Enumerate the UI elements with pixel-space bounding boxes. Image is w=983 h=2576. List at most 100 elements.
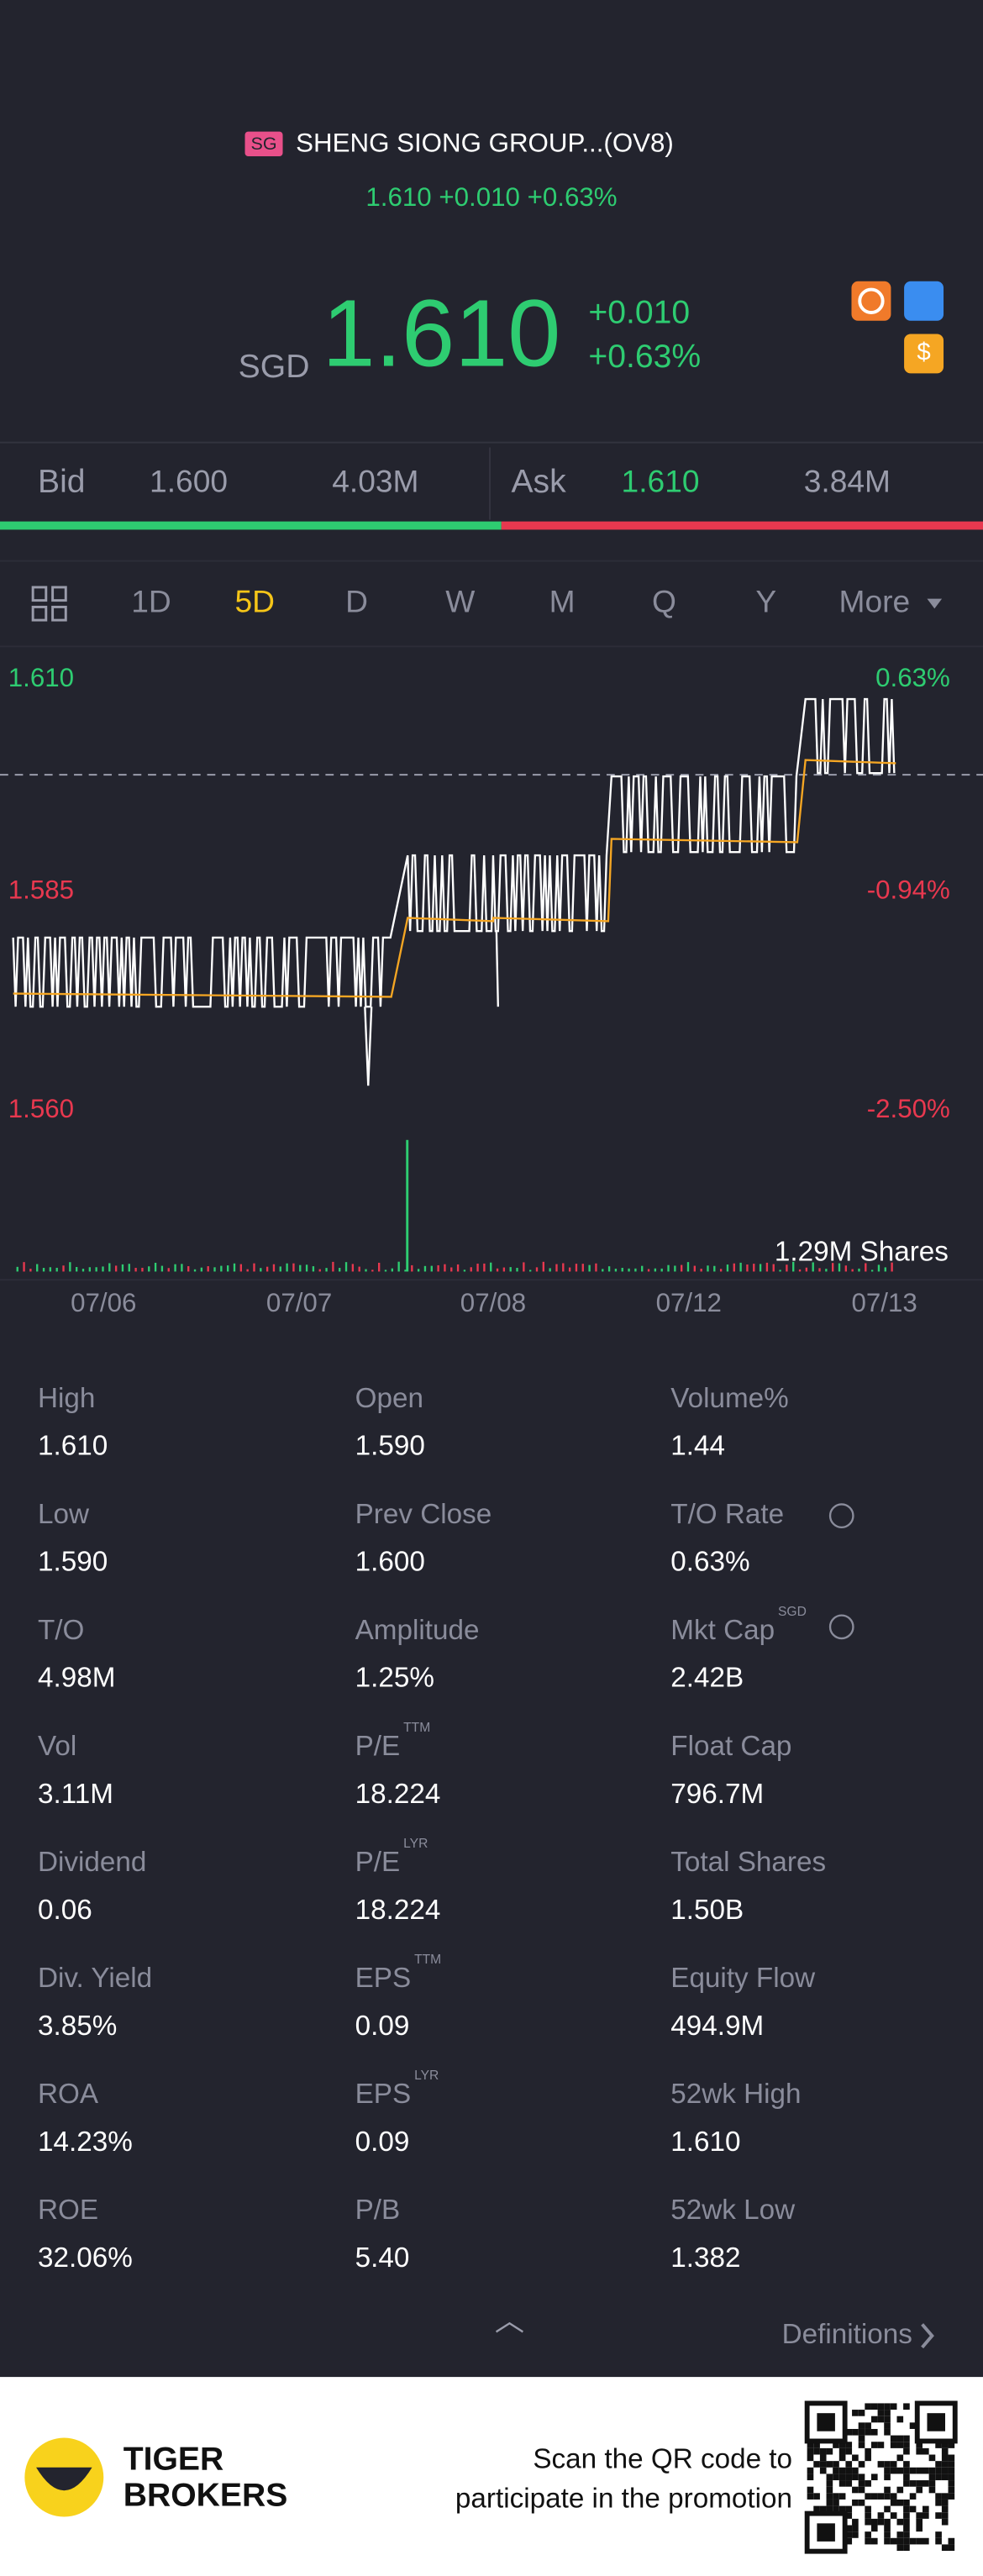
volume-bar bbox=[562, 1263, 565, 1272]
qr-cell bbox=[807, 2493, 814, 2500]
volume-bar bbox=[305, 1264, 308, 1272]
qr-cell bbox=[941, 2473, 949, 2481]
volume-bar bbox=[476, 1264, 479, 1272]
qr-cell bbox=[865, 2454, 871, 2462]
tab[interactable]: 5D bbox=[235, 583, 276, 618]
volume-bar bbox=[786, 1264, 788, 1272]
stat-label: Dividend bbox=[38, 1847, 146, 1878]
icon[interactable] bbox=[904, 334, 944, 374]
date-label: 07/13 bbox=[851, 1288, 917, 1317]
volume-bar bbox=[148, 1266, 150, 1272]
qr-cell bbox=[858, 2435, 865, 2442]
volume-bar bbox=[812, 1262, 814, 1272]
volume-bar bbox=[42, 1268, 45, 1272]
qr-cell bbox=[858, 2480, 865, 2487]
stat-label: Equity Flow bbox=[670, 1963, 816, 1994]
qr-cell bbox=[903, 2447, 910, 2455]
qr-cell bbox=[941, 2454, 949, 2462]
volume-bar bbox=[29, 1269, 32, 1272]
collapse[interactable]: ︿ bbox=[495, 2305, 524, 2337]
bid-label: Bid bbox=[38, 464, 86, 500]
volume-bar bbox=[49, 1267, 52, 1272]
qr-cell bbox=[884, 2422, 891, 2429]
volume-bar bbox=[779, 1270, 781, 1272]
tab[interactable]: M bbox=[549, 583, 576, 618]
qr-cell bbox=[833, 2461, 839, 2468]
qr-cell bbox=[865, 2518, 871, 2526]
qr-cell bbox=[890, 2442, 897, 2448]
stat-label: P/E bbox=[355, 1847, 401, 1878]
qr-cell bbox=[858, 2499, 865, 2506]
stat-label: P/B bbox=[355, 2195, 401, 2226]
volume-bar bbox=[227, 1265, 229, 1272]
volume-bar bbox=[681, 1264, 683, 1272]
qr-cell bbox=[935, 2467, 942, 2474]
qr-cell bbox=[896, 2435, 904, 2442]
qr-cell bbox=[903, 2480, 910, 2487]
qr-cell bbox=[833, 2505, 839, 2513]
tab[interactable]: Y bbox=[755, 583, 776, 618]
qr-cell bbox=[896, 2499, 904, 2506]
stat-value: 0.06 bbox=[38, 1895, 92, 1926]
tab[interactable]: Q bbox=[652, 583, 676, 618]
qr-cell bbox=[896, 2416, 904, 2423]
qr-cell bbox=[948, 2454, 955, 2462]
volume-bar bbox=[450, 1267, 453, 1272]
price-axis-label: 1.585 bbox=[8, 875, 74, 904]
qr-cell bbox=[807, 2454, 814, 2462]
qr-cell bbox=[948, 2537, 955, 2545]
volume-bar bbox=[318, 1269, 321, 1272]
qr-cell bbox=[948, 2473, 955, 2481]
stat-label: T/O bbox=[38, 1615, 84, 1646]
volume-bar bbox=[792, 1261, 795, 1272]
qr-cell bbox=[870, 2493, 878, 2500]
qr-cell bbox=[845, 2537, 853, 2545]
info-icon[interactable] bbox=[828, 1503, 854, 1529]
qr-cell bbox=[916, 2480, 923, 2487]
volume-bar bbox=[339, 1268, 341, 1272]
qr-cell bbox=[845, 2512, 853, 2519]
qr-cell bbox=[941, 2467, 949, 2474]
volume-bar bbox=[700, 1269, 702, 1272]
volume-bar bbox=[858, 1268, 860, 1272]
info-icon[interactable] bbox=[828, 1614, 854, 1640]
qr-cell bbox=[877, 2493, 885, 2500]
volume-bar bbox=[55, 1267, 58, 1272]
volume-bar bbox=[686, 1262, 690, 1272]
badge: SG bbox=[250, 134, 276, 154]
tab[interactable]: W bbox=[445, 583, 475, 618]
qr-cell bbox=[941, 2461, 949, 2468]
qr-finder bbox=[927, 2413, 945, 2431]
qr-cell bbox=[903, 2435, 910, 2442]
stat-label: 52wk High bbox=[670, 2079, 801, 2110]
volume-bar bbox=[174, 1264, 176, 1272]
qr-cell bbox=[858, 2442, 865, 2448]
icon-glyph: $ bbox=[917, 339, 930, 366]
qr-cell bbox=[845, 2480, 853, 2487]
volume-bar bbox=[220, 1265, 223, 1272]
volume-bar bbox=[798, 1269, 802, 1272]
tab[interactable]: 1D bbox=[131, 583, 171, 618]
definitions[interactable]: Definitions bbox=[782, 2319, 912, 2350]
stat-label: Div. Yield bbox=[38, 1963, 152, 1994]
qr-cell bbox=[807, 2473, 814, 2481]
qr-cell bbox=[852, 2473, 859, 2481]
volume-bar bbox=[102, 1266, 104, 1272]
icon[interactable] bbox=[851, 281, 891, 321]
volume-bar bbox=[233, 1263, 236, 1272]
icon[interactable] bbox=[904, 281, 944, 321]
qr-cell bbox=[896, 2442, 904, 2448]
tab[interactable]: More bbox=[839, 583, 911, 618]
stat-label: ROE bbox=[38, 2195, 98, 2226]
layout-icon[interactable] bbox=[31, 586, 67, 622]
volume-bar bbox=[404, 1270, 407, 1272]
volume-bar bbox=[213, 1267, 216, 1272]
qr-cell bbox=[903, 2467, 910, 2474]
bid-price: 1.600 bbox=[150, 463, 228, 498]
tab[interactable]: D bbox=[345, 583, 368, 618]
volume-bar bbox=[891, 1262, 893, 1272]
qr-cell bbox=[909, 2480, 917, 2487]
volume-bar bbox=[444, 1264, 446, 1272]
promo: participate in the promotion bbox=[455, 2484, 792, 2515]
volume-bar bbox=[351, 1264, 355, 1272]
